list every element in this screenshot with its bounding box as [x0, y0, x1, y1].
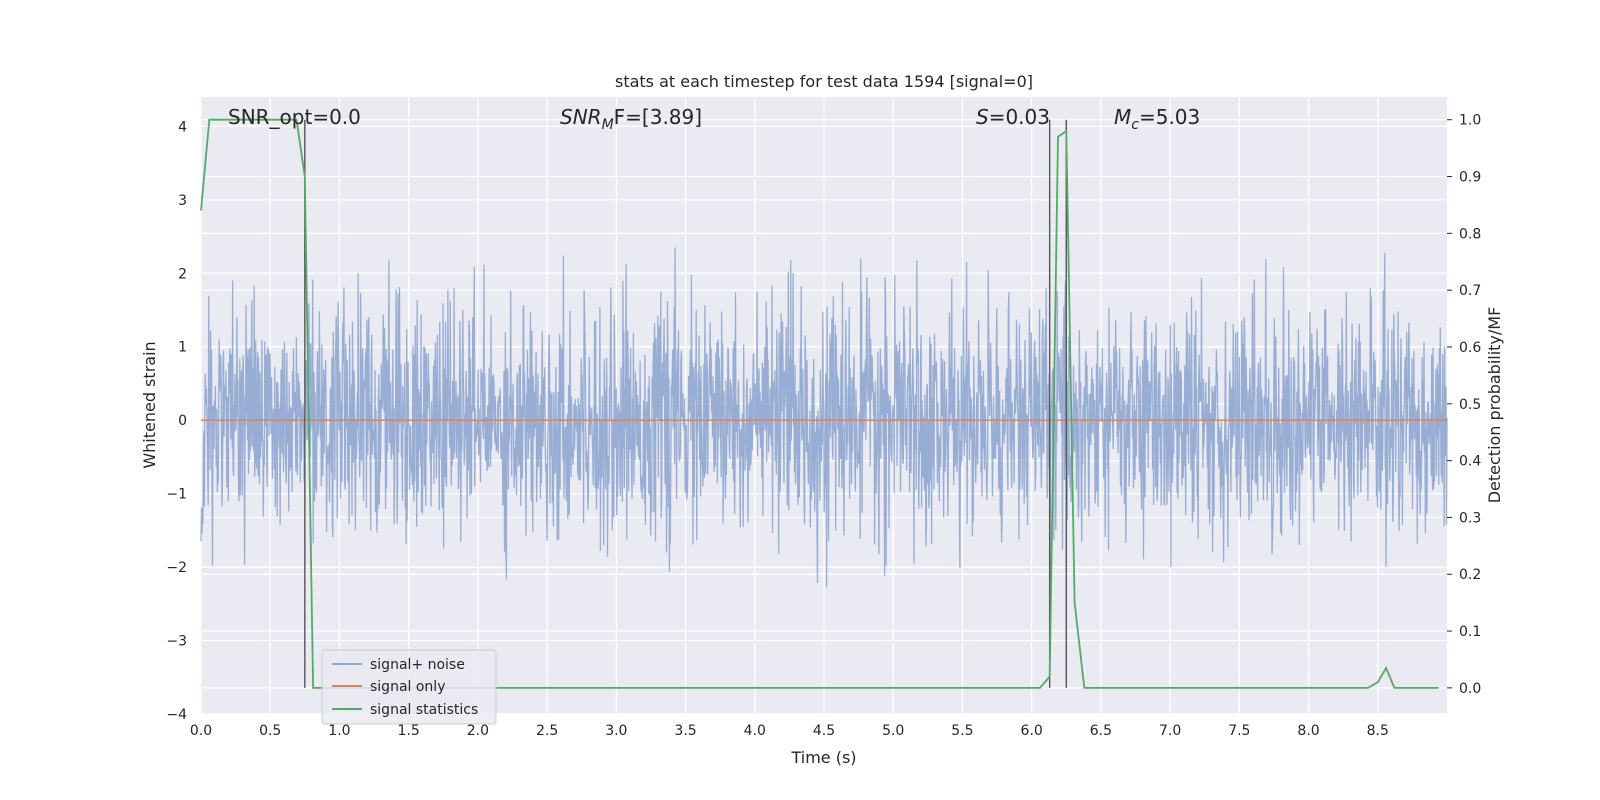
y-left-tick-label: −1: [166, 487, 187, 503]
x-tick-label: 2.5: [536, 723, 558, 739]
y-left-tick-label: 2: [178, 266, 187, 282]
annotation-snr-mf: SNRMF=[3.89]: [560, 105, 702, 133]
x-tick-label: 0.0: [190, 723, 212, 739]
y-right-tick-label: 0.6: [1459, 340, 1481, 356]
legend-label-signal-statistics: signal statistics: [370, 702, 478, 718]
annotation-s: S=0.03: [976, 105, 1050, 129]
y-axis-left-label: Whitened strain: [140, 341, 159, 468]
x-tick-label: 6.5: [1090, 723, 1112, 739]
y-left-tick-label: 4: [178, 119, 187, 135]
chart-title: stats at each timestep for test data 159…: [615, 72, 1033, 91]
y-right-tick-label: 0.5: [1459, 397, 1481, 413]
x-tick-label: 5.0: [882, 723, 904, 739]
legend-box: [321, 649, 497, 725]
x-tick-label: 3.5: [674, 723, 696, 739]
y-left-tick-label: 3: [178, 193, 187, 209]
y-right-tick-label: 0.1: [1459, 624, 1481, 640]
annotation-snr-opt: SNR_opt=0.0: [228, 105, 361, 129]
y-right-tick-label: 0.8: [1459, 226, 1481, 242]
x-tick-label: 4.5: [813, 723, 835, 739]
annotation-mc: Mc=5.03: [1114, 105, 1200, 133]
y-left-tick-label: 1: [178, 340, 187, 356]
y-axis-left-ticks: 4 3 2 1 0 −1 −2 −3 −4: [166, 119, 187, 723]
series-signal-statistics: [200, 118, 1439, 689]
y-right-tick-label: 0.2: [1459, 567, 1481, 583]
legend-label-signal-only: signal only: [370, 679, 445, 695]
legend-label-signal-noise: signal+ noise: [370, 657, 465, 673]
x-axis-ticks: 0.0 0.5 1.0 1.5 2.0 2.5 3.0 3.5 4.0 4.5 5.0 5.5 6.0 6…: [190, 723, 1389, 739]
x-tick-label: 7.5: [1228, 723, 1250, 739]
x-tick-label: 7.0: [1159, 723, 1181, 739]
y-axis-right-ticks: 1.0 0.9 0.8 0.7 0.6 0.5 0.4 0.3 0.2 0.1 0.0: [1447, 113, 1481, 697]
y-right-tick-label: 0.9: [1459, 170, 1481, 186]
x-tick-label: 4.0: [744, 723, 766, 739]
y-axis-right-label: Detection probability/MF: [1485, 307, 1504, 504]
x-tick-label: 1.5: [398, 723, 420, 739]
x-tick-label: 6.0: [1021, 723, 1043, 739]
x-tick-label: 5.5: [951, 723, 973, 739]
legend: signal+ noise signal only signal statist…: [321, 649, 497, 725]
x-tick-label: 3.0: [605, 723, 627, 739]
y-right-tick-label: 0.0: [1459, 681, 1481, 697]
x-tick-label: 8.5: [1367, 723, 1389, 739]
signal-statistics-line: [200, 118, 1439, 689]
x-tick-label: 0.5: [259, 723, 281, 739]
y-left-tick-label: −3: [166, 634, 187, 650]
signal-noise-line: [200, 247, 1448, 588]
x-tick-label: 1.0: [328, 723, 350, 739]
x-tick-label: 2.0: [467, 723, 489, 739]
y-left-tick-label: −4: [166, 707, 187, 723]
x-axis-label: Time (s): [790, 748, 856, 767]
y-left-tick-label: 0: [178, 413, 187, 429]
y-right-tick-label: 1.0: [1459, 113, 1481, 129]
x-tick-label: 8.0: [1297, 723, 1319, 739]
y-right-tick-label: 0.4: [1459, 454, 1481, 470]
y-right-tick-label: 0.3: [1459, 510, 1481, 526]
series-signal-noise: [200, 247, 1448, 588]
y-left-tick-label: −2: [166, 560, 187, 576]
y-right-tick-label: 0.7: [1459, 283, 1481, 299]
